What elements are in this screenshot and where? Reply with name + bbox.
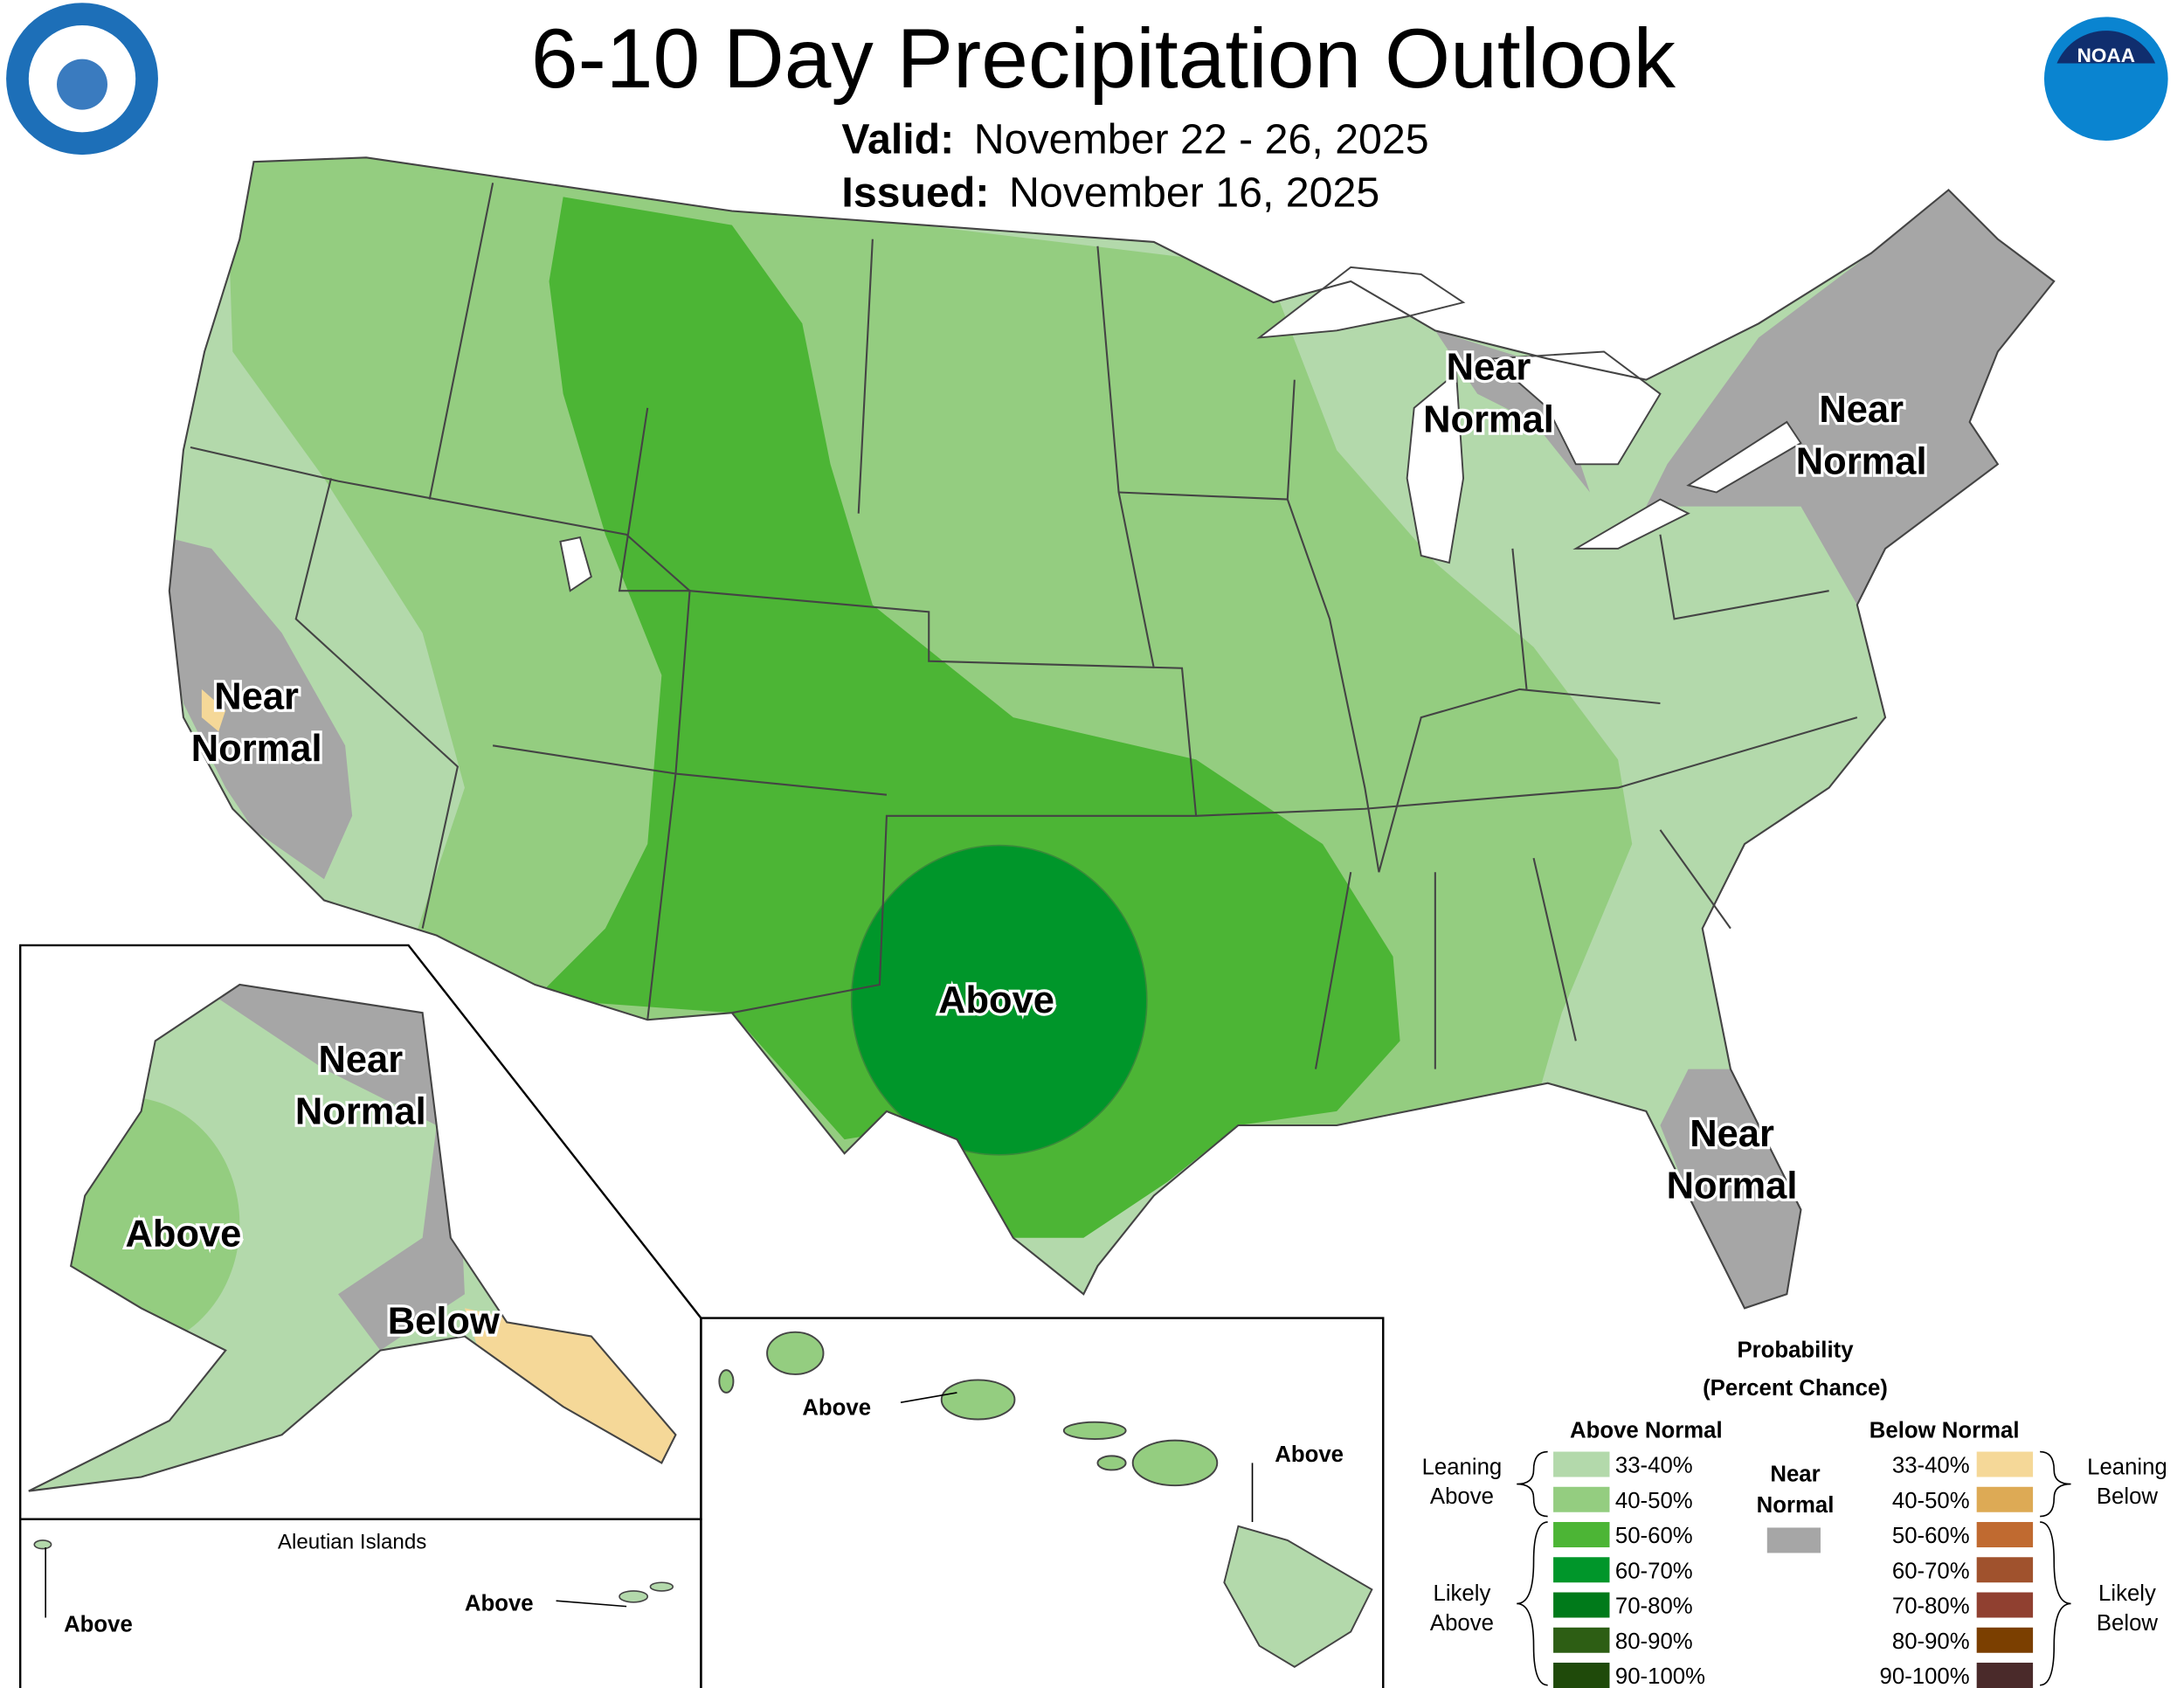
legend-group: Above [1430, 1611, 1494, 1636]
issued-label: Issued: [841, 169, 989, 217]
commerce-logo [6, 3, 158, 156]
legend-group: Leaning [2087, 1455, 2167, 1479]
region-label: Normal [1423, 398, 1554, 440]
legend-swatch [1553, 1592, 1610, 1618]
legend-swatch [1553, 1663, 1610, 1688]
region-label: Above [938, 979, 1054, 1021]
legend-near-normal: Normal [1757, 1493, 1835, 1518]
legend-swatch [1976, 1522, 2034, 1547]
legend-label: 40-50% [1892, 1489, 1970, 1513]
conus-outline [168, 156, 2056, 1310]
legend-label: 50-60% [1615, 1524, 1693, 1548]
legend: Probability (Percent Chance) Above Normal B… [1422, 1339, 2167, 1688]
legend-label: 50-60% [1892, 1524, 1970, 1548]
legend-title: (Percent Chance) [1703, 1376, 1888, 1401]
legend-label: 60-70% [1892, 1559, 1970, 1583]
legend-label: 90-100% [1615, 1664, 1705, 1688]
legend-swatch [1976, 1592, 2034, 1618]
aleutian-islands [33, 1539, 674, 1603]
aleutian-title: Aleutian Islands [278, 1531, 426, 1554]
legend-brace [1517, 1450, 1548, 1518]
legend-swatch [1976, 1486, 2034, 1512]
legend-swatch [1976, 1663, 2034, 1688]
legend-label: 80-90% [1615, 1629, 1693, 1654]
aleutian-leaders [45, 1547, 627, 1618]
legend-title: Probability [1737, 1339, 1854, 1363]
alaska-zones [28, 985, 676, 1491]
legend-label: 70-80% [1892, 1595, 1970, 1619]
region-label: Near [1819, 389, 1904, 431]
hawaii-islands [718, 1331, 1373, 1668]
hawaii-frame [700, 1317, 1385, 1688]
valid-label: Valid: [841, 115, 954, 163]
noaa-text: NOAA [2077, 45, 2135, 66]
legend-group: Likely [1434, 1581, 1491, 1606]
legend-label: 60-70% [1615, 1559, 1693, 1583]
aleutian-label: Above [465, 1591, 534, 1615]
legend-group: Above [1430, 1484, 1494, 1509]
valid-line: Valid: November 22 - 26, 2025 [841, 115, 1428, 163]
legend-swatch [1976, 1627, 2034, 1653]
region-label: Near [1447, 347, 1531, 389]
hawaii-label: Above [1275, 1442, 1344, 1467]
legend-label: 40-50% [1615, 1489, 1693, 1513]
legend-brace [1517, 1521, 1548, 1686]
legend-group: Leaning [1422, 1455, 1503, 1479]
hawaii-leaders [900, 1392, 1254, 1523]
region-label: Normal [191, 728, 322, 770]
zone-likely-above-60 [850, 844, 1148, 1156]
region-label: Normal [295, 1090, 426, 1132]
legend-swatch [1553, 1451, 1610, 1477]
legend-label: 33-40% [1892, 1454, 1970, 1478]
region-label: Above [126, 1213, 242, 1255]
state-lines [190, 183, 1858, 1069]
legend-swatch [1976, 1557, 2034, 1583]
region-label: Normal [1667, 1166, 1798, 1207]
issued-date: November 16, 2025 [1009, 169, 1379, 217]
below-spot [201, 688, 226, 732]
legend-group: Likely [2098, 1581, 2156, 1606]
region-label: Near [214, 675, 299, 717]
legend-brace [2040, 1521, 2071, 1686]
region-label: Below [388, 1300, 500, 1342]
legend-label: 80-90% [1892, 1629, 1970, 1654]
region-label: Normal [1796, 441, 1927, 483]
valid-dates: November 22 - 26, 2025 [974, 115, 1429, 163]
hawaii-label: Above [802, 1396, 871, 1421]
issued-line: Issued: November 16, 2025 [841, 169, 1379, 217]
legend-label: 33-40% [1615, 1454, 1693, 1478]
title: 6-10 Day Precipitation Outlook [531, 12, 1676, 106]
region-label: Near [1690, 1113, 1774, 1155]
legend-swatch [1553, 1522, 1610, 1547]
legend-label: 70-80% [1615, 1595, 1693, 1619]
legend-brace [2040, 1450, 2071, 1518]
legend-swatch [1553, 1557, 1610, 1583]
noaa-logo: NOAA [2043, 17, 2168, 141]
legend-group: Below [2097, 1611, 2159, 1636]
legend-heading: Above Normal [1570, 1418, 1723, 1442]
legend-label: 90-100% [1880, 1664, 1970, 1688]
legend-near-normal: Near [1770, 1462, 1820, 1486]
legend-swatch [1553, 1486, 1610, 1512]
alaska-outline [28, 983, 677, 1492]
aleutian-label: Above [64, 1613, 133, 1637]
legend-heading: Below Normal [1870, 1418, 2020, 1442]
legend-swatch [1976, 1451, 2034, 1477]
region-label: Near [318, 1039, 403, 1081]
legend-group: Below [2097, 1484, 2159, 1509]
great-lakes [559, 266, 1802, 592]
legend-swatch [1553, 1627, 1610, 1653]
legend-swatch [1766, 1527, 1821, 1553]
alaska-labels: Near Normal Above Below [122, 1036, 502, 1346]
zone-likely-above-50 [535, 197, 1400, 1238]
conus-labels: Near Normal Near Normal Near Normal Near Normal… [189, 343, 1930, 1209]
